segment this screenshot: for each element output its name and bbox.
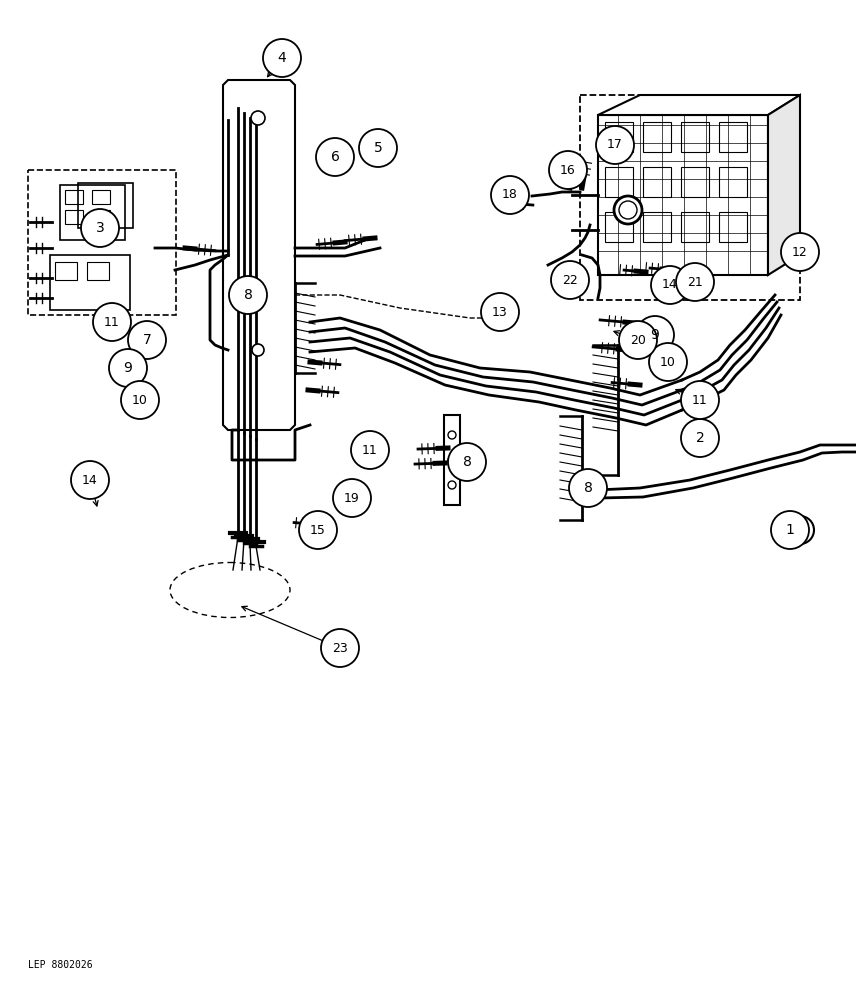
Text: 11: 11 (104, 316, 120, 328)
Circle shape (316, 138, 354, 176)
Bar (92, 210, 110, 224)
Circle shape (333, 479, 371, 517)
Text: 4: 4 (277, 51, 287, 65)
Text: 18: 18 (502, 188, 518, 202)
Bar (605, 122, 633, 152)
Bar (65, 190, 83, 204)
Circle shape (121, 381, 159, 419)
Bar (92, 190, 110, 204)
Circle shape (681, 381, 719, 419)
Circle shape (491, 176, 529, 214)
Bar (681, 122, 709, 152)
Circle shape (569, 469, 607, 507)
Circle shape (649, 343, 687, 381)
Circle shape (71, 461, 109, 499)
Circle shape (676, 263, 714, 301)
Text: 23: 23 (332, 642, 348, 654)
Bar (643, 167, 671, 197)
Bar (55, 262, 77, 280)
Circle shape (786, 516, 814, 544)
Polygon shape (223, 80, 295, 430)
Circle shape (81, 209, 119, 247)
Circle shape (614, 196, 642, 224)
Bar (87, 262, 109, 280)
Bar (78, 183, 133, 228)
Text: 10: 10 (132, 393, 148, 406)
Circle shape (771, 511, 809, 549)
Polygon shape (768, 95, 800, 275)
Text: 22: 22 (562, 273, 578, 286)
Text: 7: 7 (143, 333, 152, 347)
Text: 8: 8 (244, 288, 253, 302)
Circle shape (251, 111, 265, 125)
Bar (50, 255, 130, 310)
Text: 8: 8 (462, 455, 472, 469)
Circle shape (229, 276, 267, 314)
Text: 10: 10 (660, 356, 676, 368)
Circle shape (321, 629, 359, 667)
Text: 9: 9 (651, 328, 659, 342)
Circle shape (299, 511, 337, 549)
Circle shape (448, 456, 456, 464)
Bar (605, 212, 633, 242)
Bar (580, 95, 800, 300)
Bar (643, 122, 671, 152)
Circle shape (448, 443, 486, 481)
Text: 21: 21 (687, 275, 703, 288)
Bar (28, 170, 176, 315)
Text: 3: 3 (96, 221, 104, 235)
Circle shape (263, 39, 301, 77)
Circle shape (596, 126, 634, 164)
Circle shape (481, 293, 519, 331)
Text: 11: 11 (362, 444, 377, 456)
Polygon shape (598, 95, 800, 115)
Text: 11: 11 (693, 393, 708, 406)
Circle shape (781, 233, 819, 271)
Text: 14: 14 (82, 474, 98, 487)
Bar (60, 185, 125, 240)
Bar (444, 415, 460, 505)
Circle shape (359, 129, 397, 167)
Circle shape (448, 431, 456, 439)
Bar (643, 212, 671, 242)
Text: 16: 16 (560, 163, 576, 176)
Text: 2: 2 (696, 431, 704, 445)
Bar (681, 167, 709, 197)
Circle shape (636, 316, 674, 354)
Circle shape (128, 321, 166, 359)
Circle shape (651, 266, 689, 304)
Text: 9: 9 (123, 361, 133, 375)
Circle shape (551, 261, 589, 299)
Text: 20: 20 (630, 334, 646, 347)
Bar (719, 212, 747, 242)
Text: LEP 8802026: LEP 8802026 (28, 960, 92, 970)
Bar (681, 212, 709, 242)
Text: 15: 15 (310, 524, 326, 536)
Circle shape (252, 344, 264, 356)
Circle shape (549, 151, 587, 189)
Text: 13: 13 (492, 306, 508, 318)
Circle shape (93, 303, 131, 341)
Circle shape (681, 419, 719, 457)
Circle shape (109, 349, 147, 387)
Text: 17: 17 (607, 138, 623, 151)
Text: 19: 19 (344, 491, 360, 504)
Text: 8: 8 (584, 481, 592, 495)
Circle shape (619, 321, 657, 359)
Text: 14: 14 (663, 278, 678, 292)
Bar (719, 122, 747, 152)
Circle shape (351, 431, 389, 469)
Text: 12: 12 (792, 245, 808, 258)
Bar (605, 167, 633, 197)
Text: 6: 6 (330, 150, 340, 164)
Text: 1: 1 (786, 523, 794, 537)
Bar (719, 167, 747, 197)
Circle shape (448, 481, 456, 489)
Bar (65, 210, 83, 224)
Bar (598, 115, 768, 275)
Text: 5: 5 (373, 141, 383, 155)
